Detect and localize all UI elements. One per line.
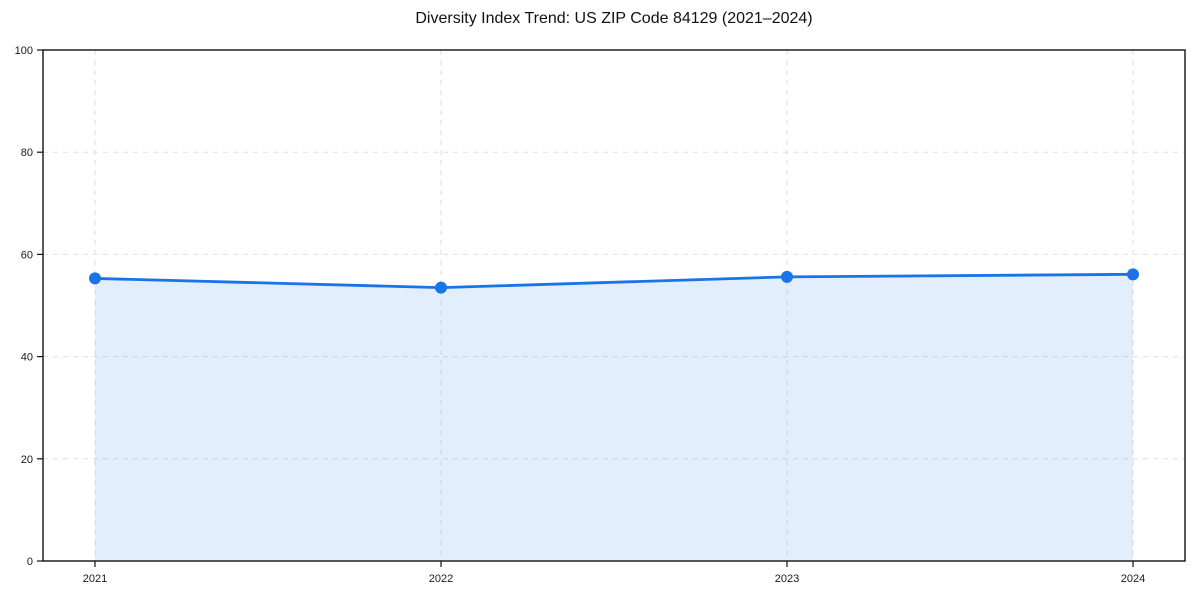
trend-line	[93, 272, 1135, 290]
x-tick-label: 2021	[83, 573, 107, 585]
y-tick-label: 0	[27, 556, 33, 568]
y-tick-label: 100	[15, 45, 33, 57]
data-point	[1127, 268, 1139, 281]
chart-title: Diversity Index Trend: US ZIP Code 84129…	[415, 10, 813, 27]
y-tick-label: 80	[21, 147, 33, 159]
y-tick-label: 60	[21, 249, 33, 261]
x-tick-label: 2023	[775, 573, 799, 585]
plot-border	[42, 49, 1186, 562]
area-fill	[95, 274, 1133, 561]
x-tick-label: 2022	[429, 573, 453, 585]
y-tick-label: 40	[21, 352, 33, 364]
data-point	[781, 270, 793, 283]
data-point	[89, 272, 101, 285]
x-tick-label: 2024	[1121, 573, 1145, 585]
data-point	[435, 281, 447, 294]
y-tick-label: 20	[21, 454, 33, 466]
